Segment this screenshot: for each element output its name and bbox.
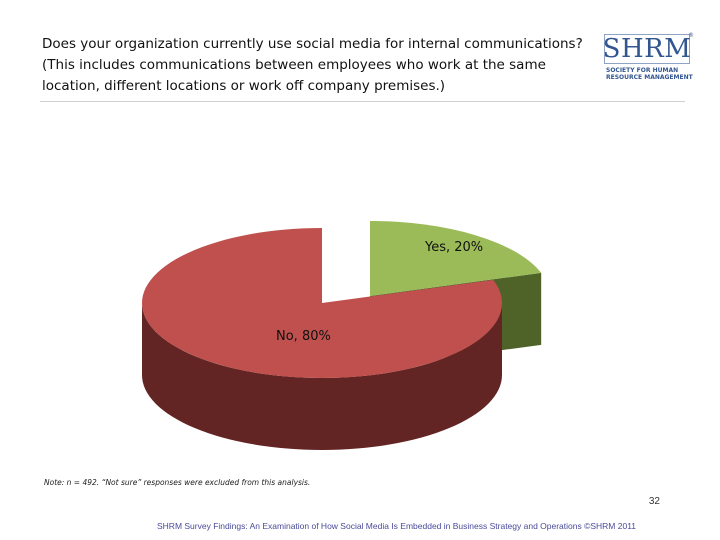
data-label-no: No, 80% bbox=[276, 329, 331, 344]
shrm-logo: SHRM ® SOCIETY FOR HUMAN RESOURCE MANAGE… bbox=[602, 32, 694, 86]
page-number: 32 bbox=[648, 496, 660, 507]
slice-yes bbox=[370, 221, 542, 296]
header-divider bbox=[40, 101, 685, 102]
slice-no-outer-wall bbox=[142, 303, 502, 450]
footnote: Note: n = 492. “Not sure” responses were… bbox=[44, 478, 311, 487]
slice-no bbox=[142, 228, 503, 378]
logo-mark: SHRM bbox=[602, 34, 692, 64]
data-label-yes: Yes, 20% bbox=[424, 240, 483, 255]
slide-title: Does your organization currently use soc… bbox=[42, 36, 583, 94]
footer-citation: SHRM Survey Findings: An Examination of … bbox=[157, 521, 637, 531]
logo-box: SHRM bbox=[602, 34, 692, 64]
logo-tagline: SOCIETY FOR HUMAN RESOURCE MANAGEMENT bbox=[606, 67, 693, 81]
logo-registered-mark: ® bbox=[688, 32, 694, 39]
